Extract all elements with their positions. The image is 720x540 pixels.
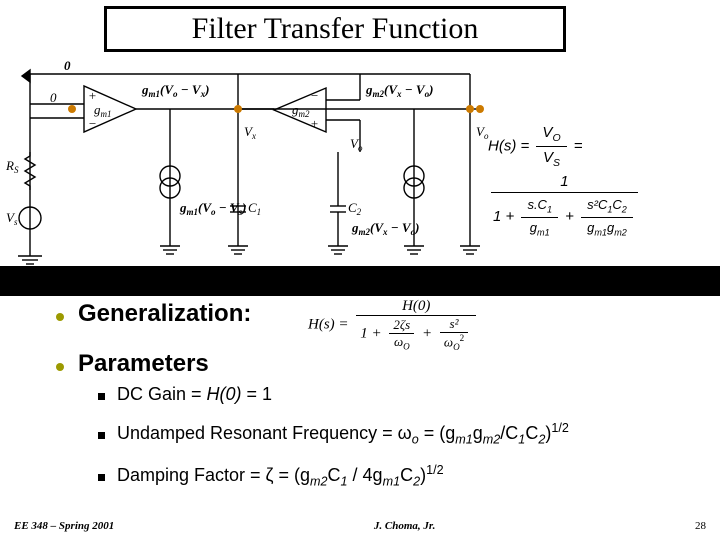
slide-title: Filter Transfer Function — [192, 12, 479, 46]
svg-text:0: 0 — [50, 90, 57, 105]
square-icon — [98, 393, 105, 400]
bullet-parameters: Parameters — [56, 350, 696, 378]
footer-left: EE 348 – Spring 2001 — [14, 520, 114, 532]
svg-text:gm1(Vo − Vx): gm1(Vo − Vx) — [141, 82, 209, 99]
damping-text: Damping Factor = ζ = (gm2C1 / 4gm1C2)1/2 — [117, 463, 444, 489]
transfer-function-equation: H(s) = VO VS = 1 1 + s.C1 gm1 + s²C1C2 g… — [488, 122, 720, 241]
square-icon — [98, 474, 105, 481]
hs-lhs: H(s) = — [488, 137, 529, 154]
svg-text:gm2(Vx − Vo): gm2(Vx − Vo) — [365, 82, 433, 99]
svg-text:gm1: gm1 — [94, 102, 112, 119]
svg-text:−: − — [310, 88, 319, 103]
svg-text:Vo: Vo — [476, 124, 489, 141]
bullet-generalization: Generalization: — [56, 300, 696, 328]
divider-bar — [0, 266, 720, 296]
undamped-text: Undamped Resonant Frequency = ωo = (gm1g… — [117, 421, 569, 447]
svg-text:Vo: Vo — [350, 136, 363, 153]
footer-center: J. Choma, Jr. — [374, 520, 435, 532]
bullet-text: Parameters — [78, 350, 209, 378]
title-box: Filter Transfer Function — [104, 6, 566, 52]
dc-gain-text: DC Gain = H(0) = 1 — [117, 384, 272, 405]
footer-page: 28 — [695, 520, 706, 532]
bullet-content: Generalization: Parameters DC Gain = H(0… — [56, 300, 696, 504]
svg-text:gm2(Vx − Vo): gm2(Vx − Vo) — [351, 220, 419, 237]
square-icon — [98, 432, 105, 439]
svg-text:RS: RS — [5, 158, 19, 175]
svg-text:gm2: gm2 — [292, 102, 310, 119]
bullet-icon — [56, 363, 64, 371]
svg-text:C2: C2 — [348, 200, 362, 217]
svg-text:Vx: Vx — [244, 124, 256, 141]
svg-text:C1: C1 — [248, 200, 261, 217]
svg-text:Vs: Vs — [6, 210, 18, 227]
bullet-text: Generalization: — [78, 300, 251, 328]
footer: EE 348 – Spring 2001 J. Choma, Jr. 28 — [0, 520, 720, 532]
svg-text:+: + — [310, 116, 319, 131]
svg-text:gm1(Vo − Vs): gm1(Vo − Vs) — [179, 200, 246, 217]
sub-bullet-dcgain: DC Gain = H(0) = 1 — [98, 384, 696, 405]
sub-bullet-damping: Damping Factor = ζ = (gm2C1 / 4gm1C2)1/2 — [98, 463, 696, 489]
svg-text:0: 0 — [64, 58, 71, 73]
svg-text:+: + — [88, 88, 97, 103]
sub-bullet-undamped: Undamped Resonant Frequency = ωo = (gm1g… — [98, 421, 696, 447]
bullet-icon — [56, 313, 64, 321]
svg-text:−: − — [88, 116, 97, 131]
